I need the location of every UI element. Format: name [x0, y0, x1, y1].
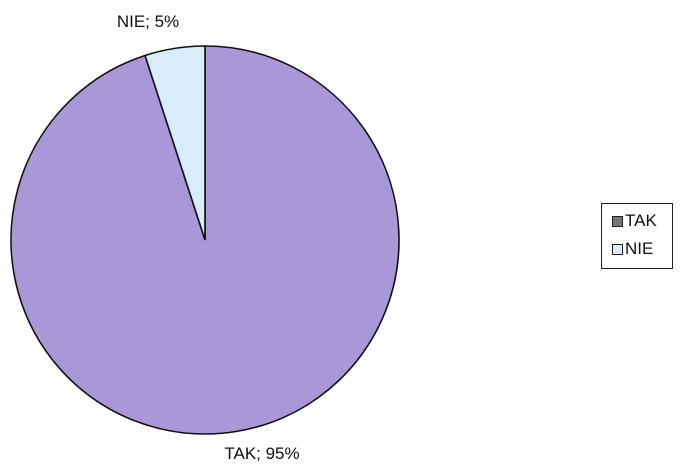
- legend-item-tak: TAK: [612, 211, 657, 231]
- data-label-nie: NIE; 5%: [117, 12, 179, 31]
- legend-swatch-nie: [612, 243, 623, 255]
- legend-item-nie: NIE: [612, 239, 653, 259]
- legend-label-tak: TAK: [625, 211, 657, 230]
- legend-swatch-tak: [612, 215, 623, 227]
- data-label-tak: TAK; 95%: [224, 444, 299, 463]
- legend-label-nie: NIE: [625, 239, 654, 258]
- pie-slice-nie: [144, 45, 206, 241]
- legend: TAK NIE: [601, 203, 673, 269]
- pie-slices: [10, 45, 400, 435]
